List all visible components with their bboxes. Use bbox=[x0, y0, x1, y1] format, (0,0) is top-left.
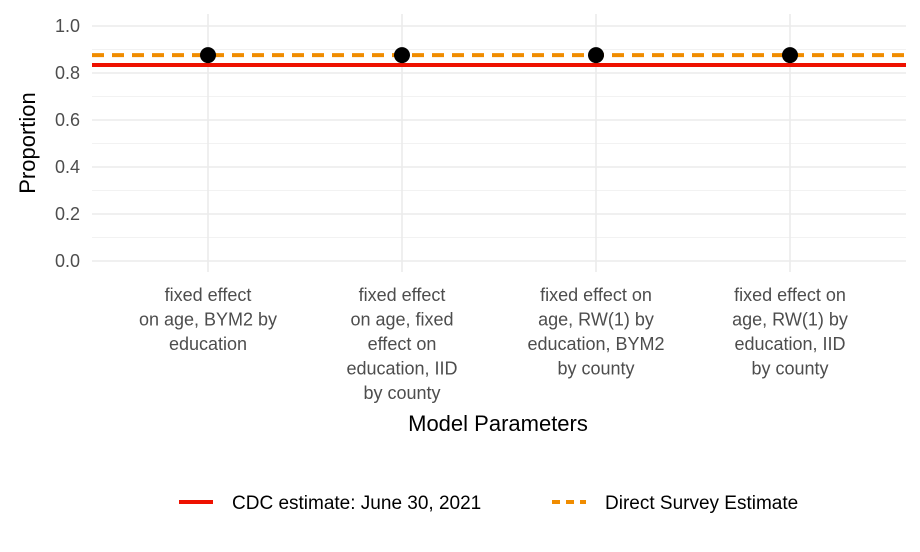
x-tick-label-line: on age, fixed bbox=[350, 310, 453, 330]
x-tick-label: fixed effect on age, BYM2 by education bbox=[139, 285, 277, 354]
x-axis-title: Model Parameters bbox=[408, 411, 588, 436]
x-tick-label-line: education, BYM2 bbox=[527, 334, 664, 354]
x-tick-label-line: age, RW(1) by bbox=[732, 310, 848, 330]
x-tick-label-line: age, RW(1) by bbox=[538, 310, 654, 330]
x-tick-label: fixed effect on age, RW(1) by education, B… bbox=[527, 285, 664, 379]
y-tick-label: 0.4 bbox=[55, 157, 80, 177]
x-tick-label-line: education bbox=[169, 334, 247, 354]
y-tick-label: 0.6 bbox=[55, 110, 80, 130]
legend: CDC estimate: June 30, 2021 Direct Survey… bbox=[179, 493, 798, 514]
minor-gridlines bbox=[92, 49, 906, 238]
y-tick-label: 1.0 bbox=[55, 16, 80, 36]
x-tick-label: fixed effect on age, RW(1) by education, I… bbox=[732, 285, 848, 379]
x-tick-label-line: on age, BYM2 by bbox=[139, 310, 277, 330]
data-points bbox=[200, 47, 798, 64]
x-tick-label-line: by county bbox=[557, 359, 634, 379]
x-tick-label: fixed effect on age, fixed effect on educat… bbox=[346, 285, 457, 403]
legend-label-1: CDC estimate: June 30, 2021 bbox=[232, 493, 481, 514]
data-point bbox=[588, 47, 604, 64]
x-tick-label-line: fixed effect on bbox=[540, 285, 652, 305]
y-axis-title: Proportion bbox=[15, 92, 40, 194]
x-tick-label-line: fixed effect bbox=[165, 285, 252, 305]
x-tick-label-line: effect on bbox=[368, 334, 437, 354]
x-tick-label-line: fixed effect bbox=[359, 285, 446, 305]
x-tick-label-line: by county bbox=[363, 383, 440, 403]
x-tick-label-line: education, IID bbox=[346, 359, 457, 379]
data-point bbox=[200, 47, 216, 64]
legend-label-2: Direct Survey Estimate bbox=[605, 493, 798, 514]
y-tick-label: 0.8 bbox=[55, 63, 80, 83]
y-tick-label: 0.0 bbox=[55, 251, 80, 271]
data-point bbox=[394, 47, 410, 64]
x-tick-label-line: by county bbox=[751, 359, 828, 379]
x-tick-label-line: education, IID bbox=[734, 334, 845, 354]
x-tick-label-line: fixed effect on bbox=[734, 285, 846, 305]
x-axis-tick-labels: fixed effect on age, BYM2 by educationfixe… bbox=[139, 285, 848, 403]
data-point bbox=[782, 47, 798, 64]
reference-lines bbox=[92, 53, 906, 68]
y-axis-tick-labels: 0.0 0.2 0.4 0.6 0.8 1.0 bbox=[55, 16, 80, 271]
y-tick-label: 0.2 bbox=[55, 204, 80, 224]
